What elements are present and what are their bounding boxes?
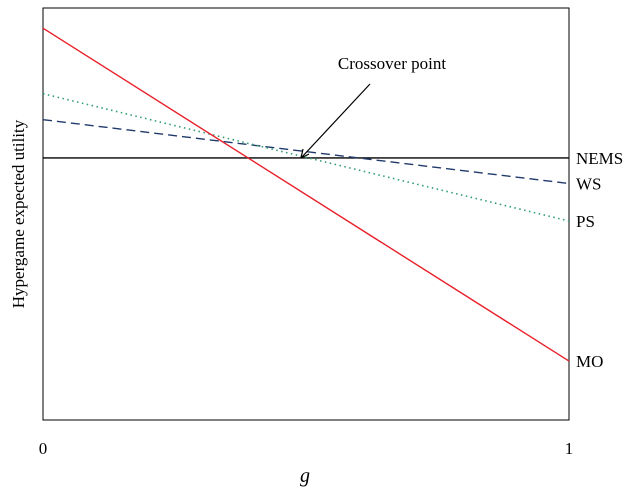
series-label-ps: PS [576, 212, 595, 231]
series-layer [42, 27, 570, 362]
crossover-arrowhead-icon [300, 148, 310, 159]
series-line-mo [42, 27, 570, 362]
x-axis-label: g [300, 465, 310, 487]
plot-frame [42, 7, 570, 421]
x-tick-label-0: 0 [39, 439, 48, 458]
crossover-arrow [300, 83, 371, 159]
series-label-mo: MO [576, 352, 603, 371]
y-axis-label: Hypergame expected utility [9, 119, 28, 308]
series-label-ws: WS [576, 175, 602, 194]
series-line-ps [42, 92, 570, 222]
series-label-nems: NEMS [576, 149, 623, 168]
x-tick-label-1: 1 [565, 439, 574, 458]
crossover-annotation: Crossover point [338, 54, 446, 73]
series-label-layer: NEMS WS PS MO [576, 149, 623, 371]
series-line-ws [42, 118, 570, 185]
